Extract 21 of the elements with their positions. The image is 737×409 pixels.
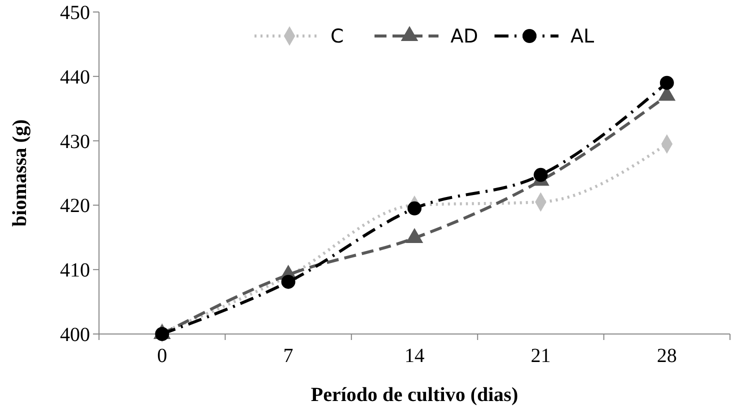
y-tick-label: 430 <box>60 130 90 153</box>
x-tick-label: 21 <box>530 345 551 367</box>
legend-label: AL <box>570 26 594 48</box>
legend-label: AD <box>450 26 478 48</box>
point <box>408 201 422 216</box>
point <box>660 76 674 90</box>
point <box>155 327 170 341</box>
y-tick-label: 410 <box>60 260 90 282</box>
y-axis-title: biomassa (g) <box>9 119 31 227</box>
point <box>534 168 548 182</box>
x-tick-label: 14 <box>404 345 424 367</box>
y-tick-label: 400 <box>60 324 90 346</box>
point <box>281 274 296 289</box>
y-tick-label: 440 <box>60 66 90 88</box>
x-tick-label: 28 <box>656 345 677 367</box>
x-tick-label: 0 <box>157 345 168 367</box>
legend-label: C <box>330 26 344 48</box>
x-tick-label: 7 <box>283 345 294 367</box>
x-axis-title: Período de cultivo (dias) <box>310 384 518 406</box>
y-tick-label: 450 <box>60 2 90 24</box>
y-tick-label: 420 <box>60 195 90 218</box>
